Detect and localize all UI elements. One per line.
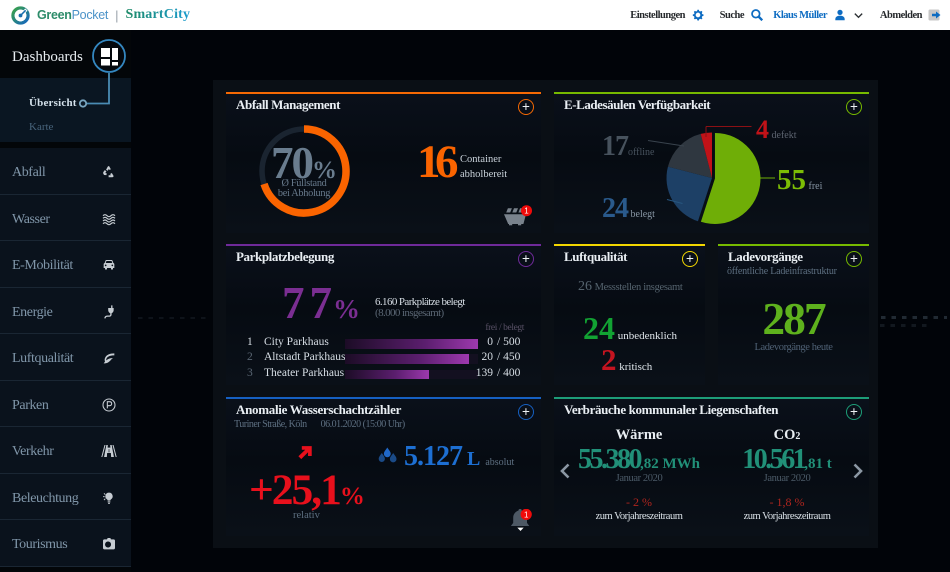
svg-text:1: 1 [524, 510, 529, 519]
svg-text:1: 1 [524, 207, 529, 216]
